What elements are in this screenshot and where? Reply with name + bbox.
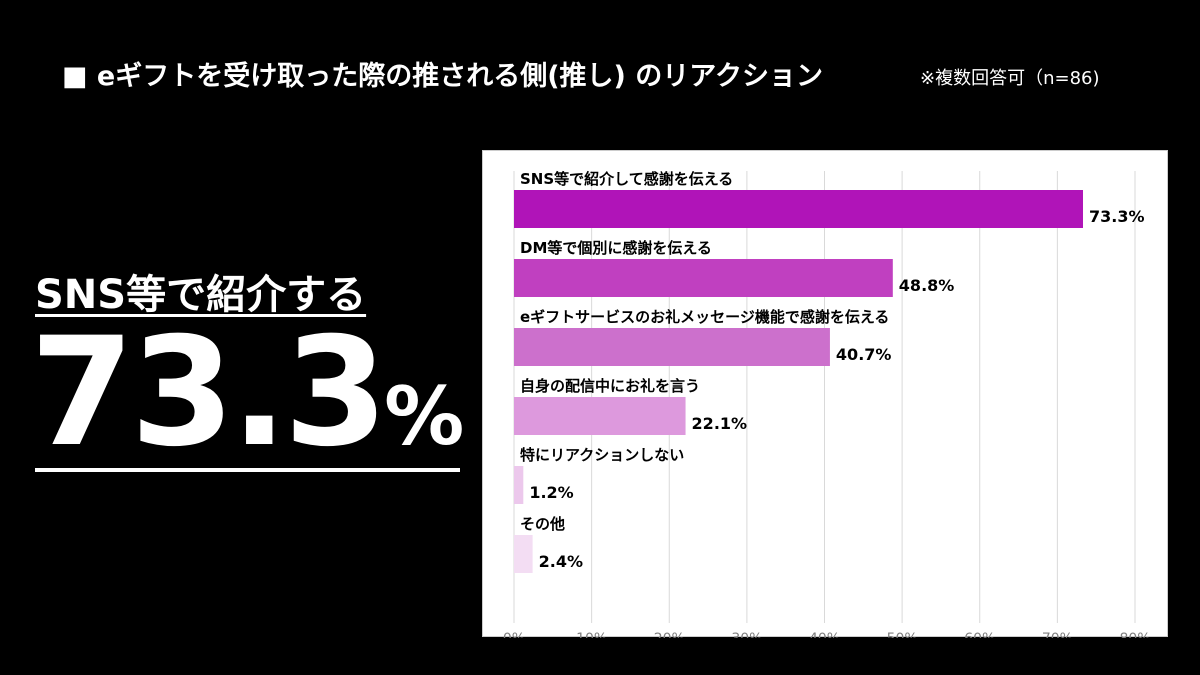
highlight-label: SNS等で紹介する — [35, 272, 367, 318]
category-label: SNS等で紹介して感謝を伝える — [520, 170, 733, 188]
x-tick-label: 60% — [964, 631, 995, 638]
data-label: 2.4% — [539, 552, 583, 571]
bar — [514, 535, 533, 573]
bar — [514, 466, 524, 504]
x-tick-label: 50% — [887, 631, 918, 638]
x-tick-label: 80% — [1119, 631, 1150, 638]
highlight-value: 73.3% — [30, 318, 464, 468]
category-label: eギフトサービスのお礼メッセージ機能で感謝を伝える — [520, 308, 889, 326]
x-tick-label: 70% — [1042, 631, 1073, 638]
x-tick-label: 0% — [503, 631, 525, 638]
highlight-unit: % — [384, 370, 465, 463]
bar — [514, 328, 830, 366]
highlight-number: 73.3 — [30, 306, 388, 480]
highlight-underline — [35, 468, 460, 472]
data-label: 22.1% — [692, 414, 748, 433]
x-tick-label: 30% — [731, 631, 762, 638]
bar — [514, 259, 893, 297]
bar — [514, 397, 686, 435]
x-tick-label: 20% — [654, 631, 685, 638]
data-label: 1.2% — [529, 483, 573, 502]
page-title: ■ eギフトを受け取った際の推される側(推し) のリアクション — [62, 61, 823, 92]
category-label: 自身の配信中にお礼を言う — [520, 377, 700, 395]
category-label: その他 — [520, 515, 565, 533]
sample-note: ※複数回答可（n=86) — [920, 68, 1100, 89]
data-label: 40.7% — [836, 345, 892, 364]
x-tick-label: 40% — [809, 631, 840, 638]
data-label: 73.3% — [1089, 207, 1145, 226]
data-label: 48.8% — [899, 276, 955, 295]
category-label: 特にリアクションしない — [520, 446, 684, 464]
bar — [514, 190, 1083, 228]
category-label: DM等で個別に感謝を伝える — [520, 239, 712, 257]
bar-chart: 0% 10% 20% 30% 40% 50% 60% 70% 80% SNS等で紹介して感謝を伝え… — [482, 150, 1168, 647]
chart-svg: 0% 10% 20% 30% 40% 50% 60% 70% 80% SNS等で紹介して感謝を伝え… — [503, 170, 1151, 647]
x-tick-label: 10% — [576, 631, 607, 638]
